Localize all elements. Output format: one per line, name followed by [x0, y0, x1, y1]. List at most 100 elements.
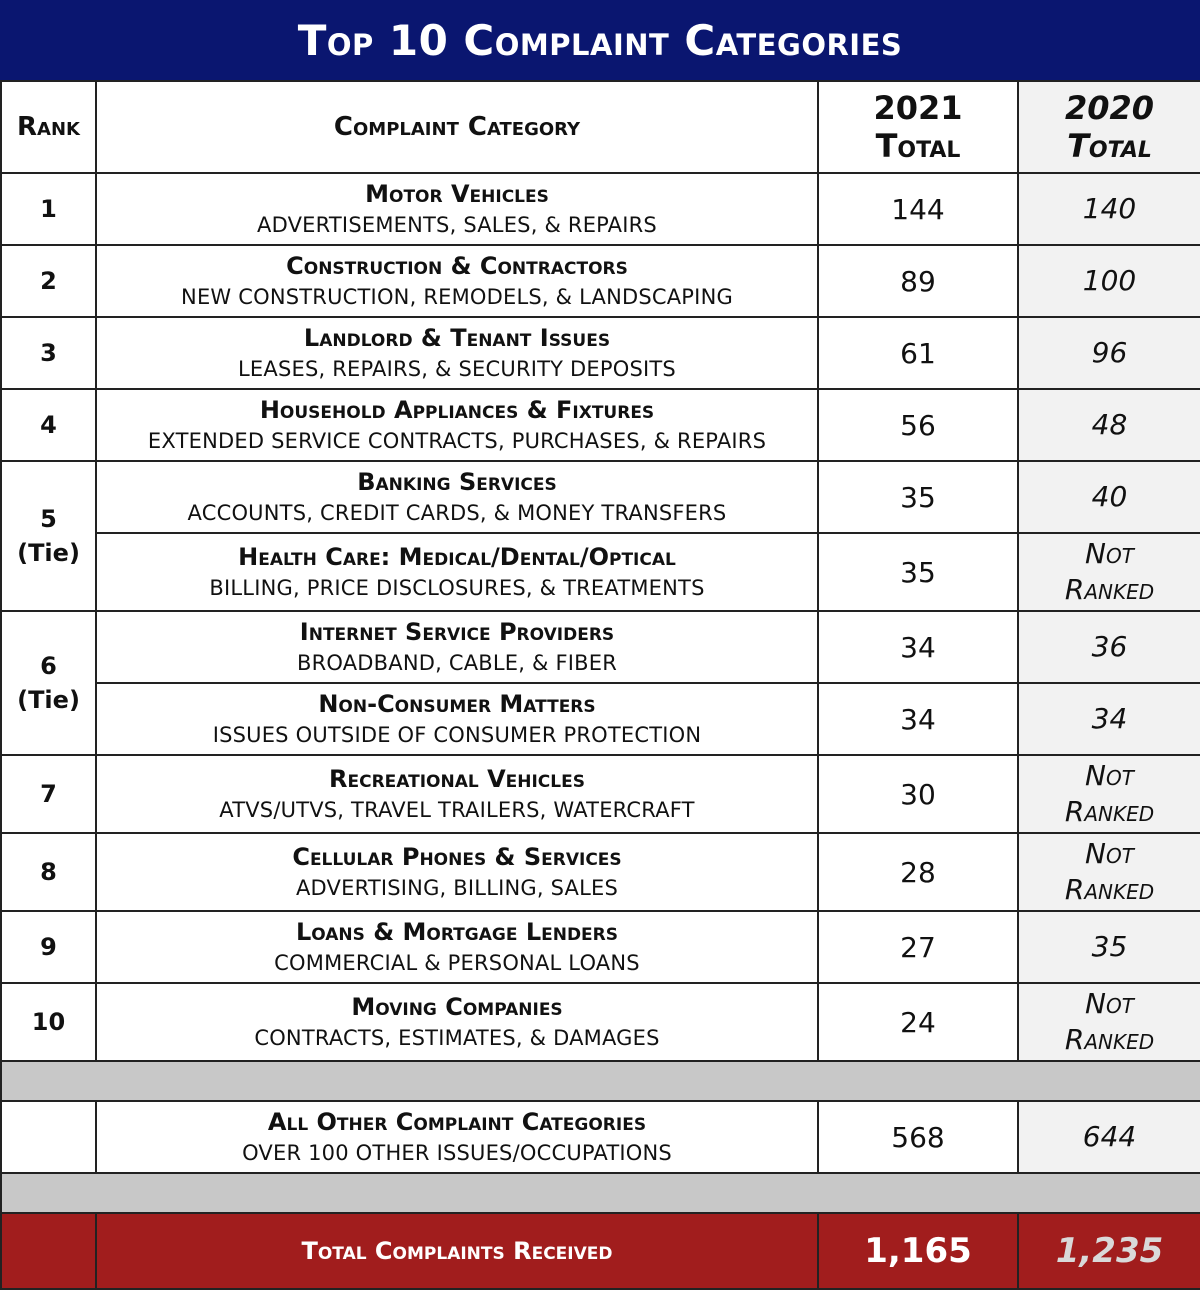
rank-cell: 7 — [0, 754, 97, 834]
not-ranked-line1: Not — [1085, 537, 1134, 570]
not-ranked-line1: Not — [1085, 759, 1134, 792]
category-subtitle: BILLING, PRICE DISCLOSURES, & TREATMENTS — [209, 576, 705, 600]
table-row: 5 (Tie) Banking Services ACCOUNTS, CREDI… — [0, 460, 1200, 612]
not-ranked-line2: Ranked — [1064, 873, 1155, 906]
table-row: 8 Cellular Phones & Services ADVERTISING… — [0, 832, 1200, 912]
table-row: 4 Household Appliances & Fixtures EXTEND… — [0, 388, 1200, 462]
value-2021: 34 — [817, 610, 1019, 684]
category-cell: Household Appliances & Fixtures EXTENDED… — [95, 388, 819, 462]
value-2020: Not Ranked — [1017, 982, 1200, 1062]
complaint-table: Rank Complaint Category 2021 Total 2020 … — [0, 80, 1200, 1290]
category-cell: Landlord & Tenant Issues LEASES, REPAIRS… — [95, 316, 819, 390]
category-cell: Non-Consumer Matters ISSUES OUTSIDE OF C… — [95, 682, 819, 756]
category-cell: Health Care: Medical/Dental/Optical BILL… — [95, 532, 819, 612]
table-row: 7 Recreational Vehicles ATVS/UTVS, TRAVE… — [0, 754, 1200, 834]
category-subtitle: COMMERCIAL & PERSONAL LOANS — [274, 951, 640, 975]
total-2021-label: Total — [875, 127, 961, 165]
table-row: Health Care: Medical/Dental/Optical BILL… — [1, 532, 1200, 612]
table-row: 1 Motor Vehicles ADVERTISEMENTS, SALES, … — [0, 172, 1200, 246]
rank-number: 5 — [40, 505, 57, 533]
category-name: Health Care: Medical/Dental/Optical — [238, 543, 676, 571]
value-2020: 644 — [1017, 1100, 1200, 1174]
value-2020: Not Ranked — [1017, 532, 1200, 612]
table-row: 10 Moving Companies CONTRACTS, ESTIMATES… — [0, 982, 1200, 1062]
rank-cell: 5 (Tie) — [0, 460, 97, 612]
rank-cell: 1 — [0, 172, 97, 246]
table-row: 9 Loans & Mortgage Lenders COMMERCIAL & … — [0, 910, 1200, 984]
category-subtitle: NEW CONSTRUCTION, REMODELS, & LANDSCAPIN… — [181, 285, 733, 309]
rank-number: 6 — [40, 652, 57, 680]
category-name: All Other Complaint Categories — [267, 1108, 647, 1136]
category-header: Complaint Category — [95, 80, 819, 174]
rank-cell: 3 — [0, 316, 97, 390]
category-subtitle: EXTENDED SERVICE CONTRACTS, PURCHASES, &… — [147, 429, 767, 453]
year-2021-header: 2021 Total — [817, 80, 1019, 174]
rank-cell: 4 — [0, 388, 97, 462]
value-2020: 35 — [1017, 910, 1200, 984]
category-subtitle: ISSUES OUTSIDE OF CONSUMER PROTECTION — [212, 723, 702, 747]
value-2021: 35 — [817, 532, 1019, 612]
category-name: Construction & Contractors — [286, 252, 628, 280]
total-2020: 1,235 — [1017, 1212, 1200, 1290]
other-categories-row: All Other Complaint Categories OVER 100 … — [0, 1100, 1200, 1174]
category-subtitle: ACCOUNTS, CREDIT CARDS, & MONEY TRANSFER… — [187, 501, 727, 525]
rank-cell: 2 — [0, 244, 97, 318]
table-title: Top 10 Complaint Categories — [0, 0, 1200, 80]
spacer-cell — [0, 1060, 1200, 1102]
category-subtitle: ADVERTISING, BILLING, SALES — [295, 876, 619, 900]
value-2020: 140 — [1017, 172, 1200, 246]
table-row: 2 Construction & Contractors NEW CONSTRU… — [0, 244, 1200, 318]
category-name: Landlord & Tenant Issues — [303, 324, 611, 352]
rank-cell — [0, 1100, 97, 1174]
value-2021: 24 — [817, 982, 1019, 1062]
category-subtitle: BROADBAND, CABLE, & FIBER — [296, 651, 618, 675]
value-2021: 568 — [817, 1100, 1019, 1174]
rank-header: Rank — [0, 80, 97, 174]
table-row: 3 Landlord & Tenant Issues LEASES, REPAI… — [0, 316, 1200, 390]
value-2021: 27 — [817, 910, 1019, 984]
total-2020-label: Total — [1067, 127, 1152, 165]
not-ranked-line2: Ranked — [1064, 1023, 1155, 1056]
value-2021: 28 — [817, 832, 1019, 912]
table-row: 6 (Tie) Internet Service Providers BROAD… — [0, 610, 1200, 756]
category-cell: All Other Complaint Categories OVER 100 … — [95, 1100, 819, 1174]
category-name: Banking Services — [357, 468, 557, 496]
value-2020: 48 — [1017, 388, 1200, 462]
category-name: Motor Vehicles — [365, 180, 549, 208]
value-2021: 35 — [817, 460, 1019, 534]
rank-tie-note: (Tie) — [17, 539, 80, 567]
category-cell: Recreational Vehicles ATVS/UTVS, TRAVEL … — [95, 754, 819, 834]
value-2021: 144 — [817, 172, 1019, 246]
year-2020-header: 2020 Total — [1017, 80, 1200, 174]
category-subtitle: ATVS/UTVS, TRAVEL TRAILERS, WATERCRAFT — [219, 798, 695, 822]
category-subtitle: LEASES, REPAIRS, & SECURITY DEPOSITS — [238, 357, 676, 381]
category-subtitle: OVER 100 OTHER ISSUES/OCCUPATIONS — [242, 1141, 672, 1165]
header-row: Rank Complaint Category 2021 Total 2020 … — [0, 80, 1200, 174]
not-ranked-line2: Ranked — [1064, 573, 1155, 606]
category-subtitle: CONTRACTS, ESTIMATES, & DAMAGES — [254, 1026, 660, 1050]
category-cell: Banking Services ACCOUNTS, CREDIT CARDS,… — [95, 460, 819, 534]
value-2020: 96 — [1017, 316, 1200, 390]
total-blank-cell — [0, 1212, 97, 1290]
rank-cell: 8 — [0, 832, 97, 912]
category-name: Loans & Mortgage Lenders — [295, 918, 619, 946]
value-2020: Not Ranked — [1017, 832, 1200, 912]
not-ranked-line2: Ranked — [1064, 795, 1155, 828]
value-2020: 40 — [1017, 460, 1200, 534]
category-cell: Cellular Phones & Services ADVERTISING, … — [95, 832, 819, 912]
total-2021: 1,165 — [817, 1212, 1019, 1290]
category-cell: Motor Vehicles ADVERTISEMENTS, SALES, & … — [95, 172, 819, 246]
value-2021: 30 — [817, 754, 1019, 834]
total-row: Total Complaints Received 1,165 1,235 — [0, 1212, 1200, 1290]
spacer-row — [0, 1172, 1200, 1214]
category-cell: Loans & Mortgage Lenders COMMERCIAL & PE… — [95, 910, 819, 984]
total-label: Total Complaints Received — [95, 1212, 819, 1290]
category-name: Household Appliances & Fixtures — [259, 396, 655, 424]
rank-cell: 9 — [0, 910, 97, 984]
spacer-row — [0, 1060, 1200, 1102]
category-name: Cellular Phones & Services — [292, 843, 622, 871]
rank-cell: 10 — [0, 982, 97, 1062]
value-2021: 61 — [817, 316, 1019, 390]
year-2021-label: 2021 — [873, 89, 963, 127]
